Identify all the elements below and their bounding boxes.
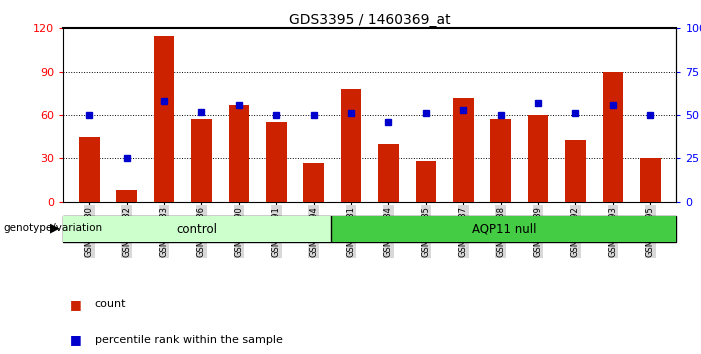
Title: GDS3395 / 1460369_at: GDS3395 / 1460369_at: [289, 13, 451, 27]
Text: ▶: ▶: [50, 222, 60, 235]
Text: ■: ■: [70, 333, 82, 346]
Bar: [416, 161, 436, 202]
Bar: [116, 190, 137, 202]
Bar: [491, 119, 511, 202]
Text: control: control: [177, 223, 218, 236]
Bar: [191, 119, 212, 202]
Text: AQP11 null: AQP11 null: [472, 223, 536, 236]
Text: genotype/variation: genotype/variation: [4, 223, 102, 233]
Bar: [379, 144, 399, 202]
Bar: [341, 89, 361, 202]
Bar: [565, 139, 586, 202]
Bar: [332, 216, 676, 242]
Text: ■: ■: [70, 298, 82, 311]
Bar: [154, 35, 175, 202]
Bar: [266, 122, 287, 202]
Text: count: count: [95, 299, 126, 309]
Bar: [229, 105, 249, 202]
Bar: [453, 98, 474, 202]
Bar: [640, 159, 660, 202]
Text: percentile rank within the sample: percentile rank within the sample: [95, 335, 283, 345]
Bar: [528, 115, 548, 202]
Bar: [63, 216, 332, 242]
Bar: [79, 137, 100, 202]
Bar: [304, 163, 324, 202]
Bar: [603, 72, 623, 202]
